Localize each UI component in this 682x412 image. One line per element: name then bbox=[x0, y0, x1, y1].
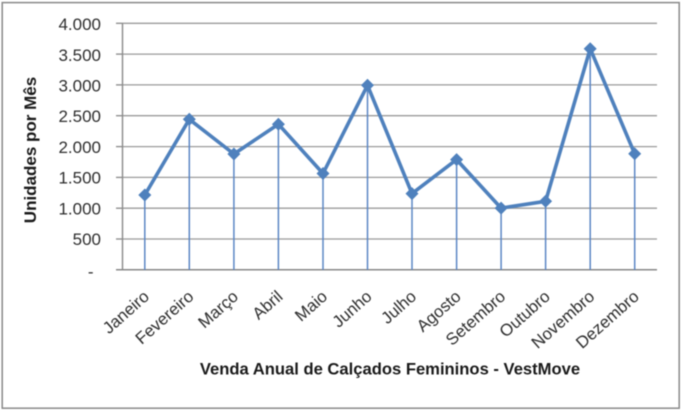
svg-text:-: - bbox=[88, 262, 94, 281]
svg-text:500: 500 bbox=[73, 230, 101, 249]
svg-text:2.000: 2.000 bbox=[58, 138, 101, 157]
svg-text:1.000: 1.000 bbox=[58, 199, 101, 218]
svg-text:3.000: 3.000 bbox=[58, 77, 101, 96]
svg-text:1.500: 1.500 bbox=[58, 169, 101, 188]
svg-text:4.000: 4.000 bbox=[58, 15, 101, 34]
svg-text:2.500: 2.500 bbox=[58, 107, 101, 126]
svg-text:3.500: 3.500 bbox=[58, 46, 101, 65]
svg-text:Venda Anual de Calçados Femini: Venda Anual de Calçados Femininos - Vest… bbox=[200, 360, 580, 379]
svg-text:Unidades por Mês: Unidades por Mês bbox=[21, 77, 40, 223]
